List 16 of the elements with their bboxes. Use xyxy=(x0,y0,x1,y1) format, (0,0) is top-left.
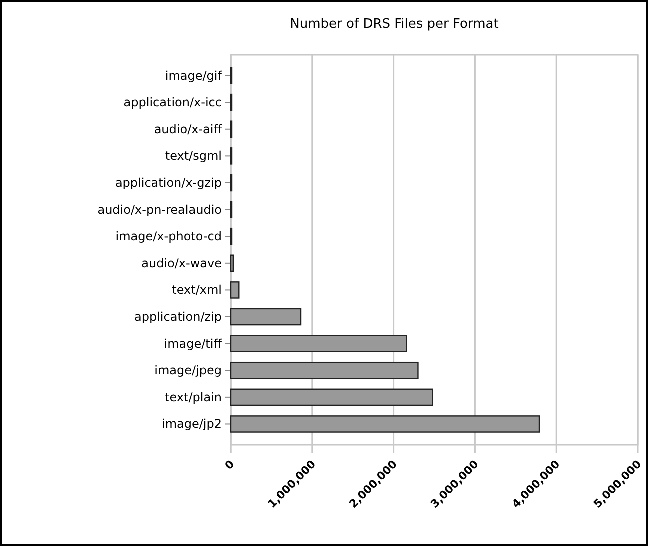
y-tick-label: application/x-icc xyxy=(124,96,222,110)
y-tick-label: audio/x-aiff xyxy=(154,122,223,136)
y-tick-label: audio/x-wave xyxy=(142,256,222,270)
chart-title: Number of DRS Files per Format xyxy=(290,17,499,32)
y-tick-label: image/jpeg xyxy=(154,364,222,378)
y-tick-label: application/zip xyxy=(134,310,222,324)
x-tick-label: 0 xyxy=(222,458,238,473)
y-tick-label: image/tiff xyxy=(164,336,223,351)
y-tick-label: text/xml xyxy=(172,283,222,298)
y-tick-label: image/x-photo-cd xyxy=(116,230,222,244)
y-tick-label: audio/x-pn-realaudio xyxy=(98,202,222,217)
y-tick-label: text/sgml xyxy=(165,149,222,164)
y-tick-label: image/jp2 xyxy=(162,417,222,432)
y-tick-label: image/gif xyxy=(165,68,223,83)
y-tick-label: text/plain xyxy=(165,390,222,404)
y-tick-label: application/x-gzip xyxy=(115,176,222,190)
